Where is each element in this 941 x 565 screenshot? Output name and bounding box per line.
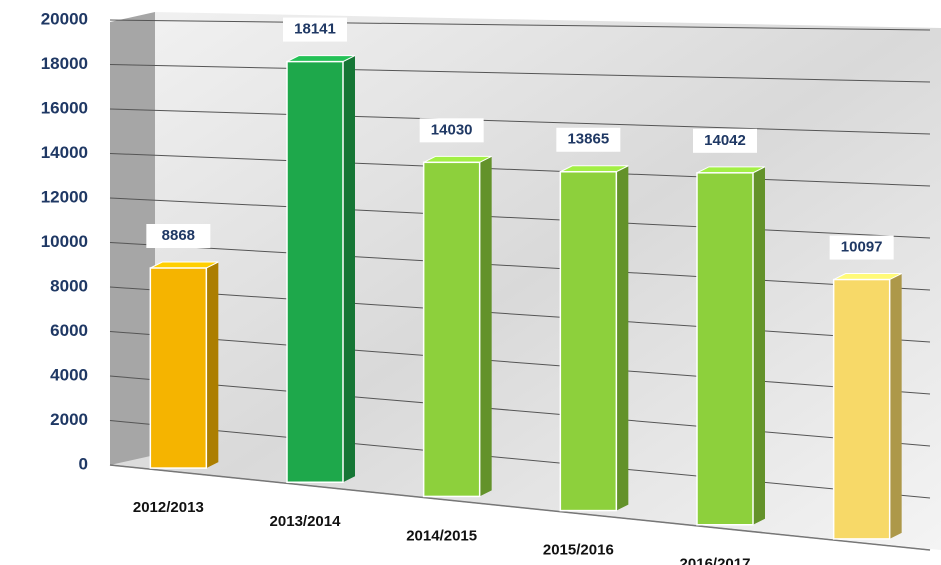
y-tick-label: 12000 — [41, 187, 88, 206]
x-tick-label: 2016/2017 — [680, 556, 751, 565]
value-label: 10097 — [841, 239, 883, 256]
bar — [287, 62, 343, 483]
value-label: 14030 — [431, 121, 473, 138]
bar — [560, 172, 616, 511]
bar — [697, 173, 753, 525]
bar-side — [616, 166, 628, 511]
y-tick-label: 4000 — [50, 365, 88, 384]
value-label: 13865 — [567, 131, 609, 148]
bar — [834, 280, 890, 539]
y-tick-label: 2000 — [50, 410, 88, 429]
x-tick-label: 2012/2013 — [133, 499, 204, 516]
x-tick-label: 2014/2015 — [406, 527, 477, 544]
bar-side — [753, 167, 765, 525]
x-tick-label: 2013/2014 — [270, 513, 342, 530]
value-label: 14042 — [704, 132, 746, 149]
bar — [150, 268, 206, 468]
y-tick-label: 16000 — [41, 98, 88, 117]
bar-top — [560, 166, 628, 172]
bar — [424, 162, 480, 496]
y-tick-label: 8000 — [50, 276, 88, 295]
bar-side — [206, 262, 218, 468]
value-label: 8868 — [162, 227, 195, 244]
y-tick-label: 20000 — [41, 9, 88, 28]
bar-top — [697, 167, 765, 173]
bar-side — [343, 56, 355, 483]
bar-top — [150, 262, 218, 268]
plot-background — [110, 12, 941, 550]
bar-top — [834, 274, 902, 280]
y-tick-label: 14000 — [41, 143, 88, 162]
bar-side — [480, 156, 492, 496]
bar-top — [287, 56, 355, 62]
bar-top — [424, 156, 492, 162]
value-label: 18141 — [294, 21, 336, 38]
x-tick-label: 2015/2016 — [543, 542, 614, 559]
y-tick-label: 6000 — [50, 321, 88, 340]
y-tick-label: 18000 — [41, 54, 88, 73]
y-tick-label: 0 — [79, 454, 88, 473]
bar-side — [890, 274, 902, 539]
chart: 0 2000 4000 6000 8000 10000 12000 14000 16000 180… — [0, 0, 941, 565]
y-tick-label: 10000 — [41, 232, 88, 251]
